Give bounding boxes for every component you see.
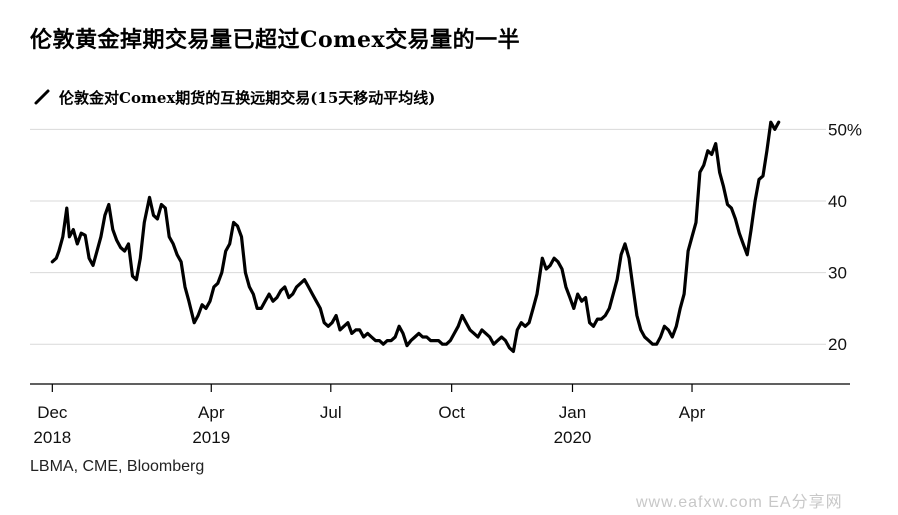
x-tick-year-4: 2020 <box>554 428 592 447</box>
x-tick-label-3: Oct <box>438 403 465 422</box>
x-tick-year-1: 2019 <box>192 428 230 447</box>
gridlines <box>30 128 826 345</box>
x-axis: Dec 2018 Apr 2019 Jul Oct Jan 2020 Apr <box>30 383 850 447</box>
y-tick-label-40: 40 <box>828 192 847 211</box>
y-tick-label-30: 30 <box>828 264 847 283</box>
source-note: LBMA, CME, Bloomberg <box>30 458 205 475</box>
x-tick-label-1: Apr <box>198 403 225 422</box>
x-tick-label-5: Apr <box>679 403 706 422</box>
x-tick-year-0: 2018 <box>33 428 71 447</box>
watermark: www.eafxw.com EA分享网 <box>636 494 843 511</box>
series-line <box>50 120 781 353</box>
x-tick-label-0: Dec <box>37 403 68 422</box>
legend-label: 伦敦金对Comex期货的互换远期交易(15天移动平均线) <box>59 88 436 107</box>
x-tick-label-2: Jul <box>320 403 342 422</box>
legend: 伦敦金对Comex期货的互换远期交易(15天移动平均线) <box>33 86 435 108</box>
legend-line-icon <box>34 89 50 105</box>
y-tick-label-20: 20 <box>828 335 847 354</box>
x-tick-label-4: Jan <box>559 403 586 422</box>
y-tick-label-50: 50% <box>828 120 862 139</box>
chart-title: 伦敦黄金掉期交易量已超过Comex交易量的一半 <box>30 27 521 53</box>
y-axis-labels: 20 30 40 50% <box>828 120 862 354</box>
